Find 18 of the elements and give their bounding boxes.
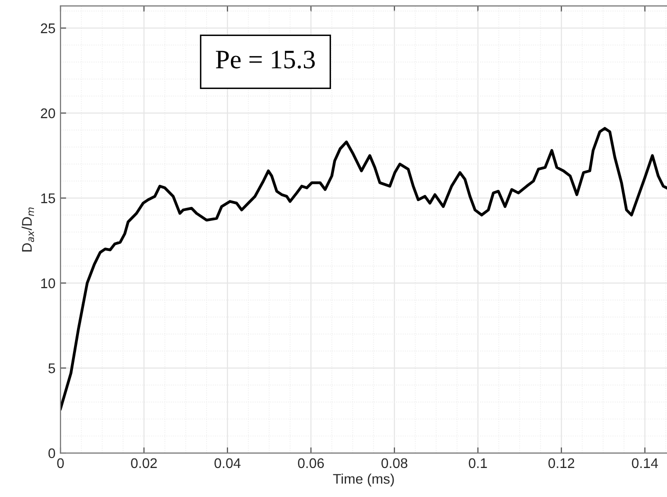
x-tick-label: 0.06 (298, 458, 324, 468)
x-tick-label: 0.02 (131, 458, 157, 468)
x-tick-label: 0.14 (632, 458, 658, 468)
y-tick-label: 15 (41, 194, 56, 204)
y-axis-title: D$_{ax}$/D$_{m}$ (22, 208, 34, 252)
x-tick-label: 0.08 (381, 458, 408, 468)
x-axis-title: Time (ms) (333, 474, 394, 487)
y-tick-label: 0 (48, 448, 56, 458)
x-tick-label: 0.12 (548, 458, 574, 468)
x-tick-label: 0.04 (214, 458, 241, 468)
x-tick-label: 0 (57, 458, 64, 468)
y-tick-label: 20 (40, 108, 56, 118)
y-tick-label: 10 (41, 278, 56, 288)
line-series (60, 126, 667, 410)
annotation: Pe = 15.3 (216, 50, 315, 69)
x-tick-label: 0.1 (468, 458, 487, 468)
y-tick-label: 5 (48, 364, 56, 374)
y-tick-label: 25 (40, 23, 56, 34)
